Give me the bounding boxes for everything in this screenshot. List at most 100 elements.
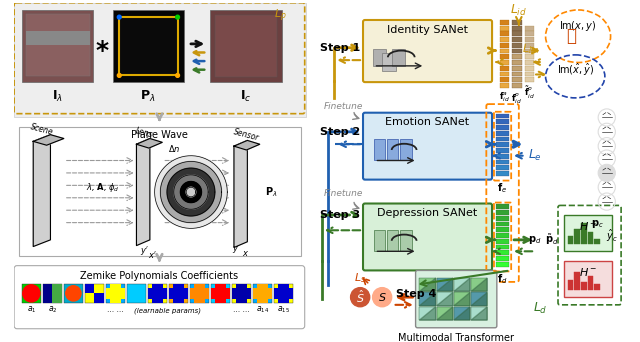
Bar	[43, 284, 52, 303]
Text: $S$: $S$	[378, 291, 387, 303]
Bar	[419, 278, 436, 291]
Text: Multimodal Transformer: Multimodal Transformer	[398, 332, 514, 342]
Text: $H^-$: $H^-$	[579, 266, 596, 278]
Bar	[152, 284, 163, 303]
Polygon shape	[436, 292, 453, 306]
Bar	[211, 284, 230, 303]
Circle shape	[117, 15, 121, 19]
Polygon shape	[167, 168, 215, 216]
Bar	[148, 288, 167, 299]
Bar	[496, 262, 509, 267]
Text: $\tilde{\mathbf{f}}^{p}_{id}$: $\tilde{\mathbf{f}}^{p}_{id}$	[524, 85, 535, 101]
Bar	[512, 49, 522, 53]
Bar	[454, 292, 470, 306]
Text: Emotion SANet: Emotion SANet	[385, 118, 470, 128]
Bar	[500, 60, 509, 65]
Text: $\hat{S}$: $\hat{S}$	[356, 289, 365, 305]
Text: Depression SANet: Depression SANet	[378, 208, 477, 218]
Bar	[512, 26, 522, 30]
Text: Step 3: Step 3	[320, 210, 360, 220]
Bar	[374, 230, 385, 251]
Bar	[496, 245, 509, 249]
Text: $\hat{y}_c$: $\hat{y}_c$	[605, 227, 618, 244]
Bar	[500, 49, 509, 53]
Bar	[564, 215, 612, 251]
Bar	[500, 31, 509, 36]
FancyBboxPatch shape	[363, 203, 492, 271]
Text: $L_{id}$: $L_{id}$	[510, 3, 527, 18]
Text: $H^+$: $H^+$	[579, 219, 596, 234]
Polygon shape	[471, 278, 487, 291]
Bar	[500, 77, 509, 82]
Text: $L_d$: $L_d$	[533, 301, 548, 316]
Bar	[232, 284, 251, 303]
Bar	[525, 54, 534, 59]
Polygon shape	[419, 307, 436, 320]
Bar	[568, 280, 573, 290]
Text: ... ...: ... ...	[234, 305, 250, 314]
Polygon shape	[454, 307, 470, 320]
Bar	[26, 31, 90, 45]
Bar	[568, 236, 573, 244]
Bar	[382, 53, 396, 71]
Text: $a_1$: $a_1$	[26, 305, 36, 315]
Text: $\mathbf{I}_{c}$: $\mathbf{I}_{c}$	[240, 89, 251, 104]
FancyBboxPatch shape	[14, 266, 305, 329]
Bar	[496, 154, 509, 159]
Circle shape	[175, 74, 179, 77]
Bar	[496, 165, 509, 170]
Bar	[52, 284, 62, 303]
Bar	[119, 17, 177, 76]
Bar	[148, 284, 167, 303]
Text: $x'$: $x'$	[148, 249, 157, 260]
Polygon shape	[33, 135, 64, 145]
Text: $\mathbf{P}_{\lambda}$: $\mathbf{P}_{\lambda}$	[140, 89, 156, 104]
Text: Identity SANet: Identity SANet	[387, 25, 468, 35]
Circle shape	[372, 288, 392, 307]
Bar	[500, 71, 509, 76]
Text: $\mathbf{P}_{\lambda}$: $\mathbf{P}_{\lambda}$	[264, 185, 277, 199]
Bar	[512, 20, 522, 25]
Bar	[512, 71, 522, 76]
Polygon shape	[161, 161, 221, 223]
Polygon shape	[180, 182, 202, 202]
Polygon shape	[234, 141, 260, 150]
Polygon shape	[173, 175, 208, 209]
Circle shape	[598, 164, 616, 182]
Bar	[106, 288, 125, 299]
Text: $\tilde{\mathbf{p}}_d$: $\tilde{\mathbf{p}}_d$	[545, 232, 558, 247]
Text: $\lambda$, $\mathbf{A}$, $\phi_d$: $\lambda$, $\mathbf{A}$, $\phi_d$	[86, 181, 120, 194]
Polygon shape	[234, 141, 247, 248]
Bar	[454, 278, 470, 291]
Polygon shape	[436, 278, 453, 291]
Bar	[436, 278, 453, 291]
Text: Step 4: Step 4	[396, 289, 437, 299]
Text: Scene: Scene	[29, 122, 54, 136]
Bar	[232, 288, 251, 299]
Text: $a_{14}$: $a_{14}$	[256, 305, 269, 315]
Bar	[525, 49, 534, 53]
Bar	[64, 284, 83, 303]
Circle shape	[66, 286, 81, 301]
Text: Finetune: Finetune	[324, 189, 364, 198]
Bar	[496, 131, 509, 136]
Text: Zemike Polynomials Coefficients: Zemike Polynomials Coefficients	[81, 272, 239, 281]
Bar	[525, 31, 534, 36]
Text: $a_2$: $a_2$	[47, 305, 57, 315]
Bar	[525, 66, 534, 71]
Bar	[496, 205, 509, 209]
Bar	[496, 119, 509, 124]
Bar	[496, 210, 509, 215]
Text: $\mathbf{I}_{\lambda}$: $\mathbf{I}_{\lambda}$	[52, 89, 63, 104]
Bar	[500, 20, 509, 25]
Bar	[14, 3, 306, 118]
Bar	[564, 261, 612, 297]
Text: $\mathrm{Im}(\hat{x},\hat{y})$: $\mathrm{Im}(\hat{x},\hat{y})$	[557, 62, 594, 78]
Bar	[574, 272, 580, 290]
Bar	[471, 307, 487, 320]
Bar	[43, 284, 62, 303]
Bar	[85, 284, 104, 303]
Bar	[85, 284, 95, 293]
Bar	[500, 43, 509, 48]
Bar	[496, 222, 509, 226]
